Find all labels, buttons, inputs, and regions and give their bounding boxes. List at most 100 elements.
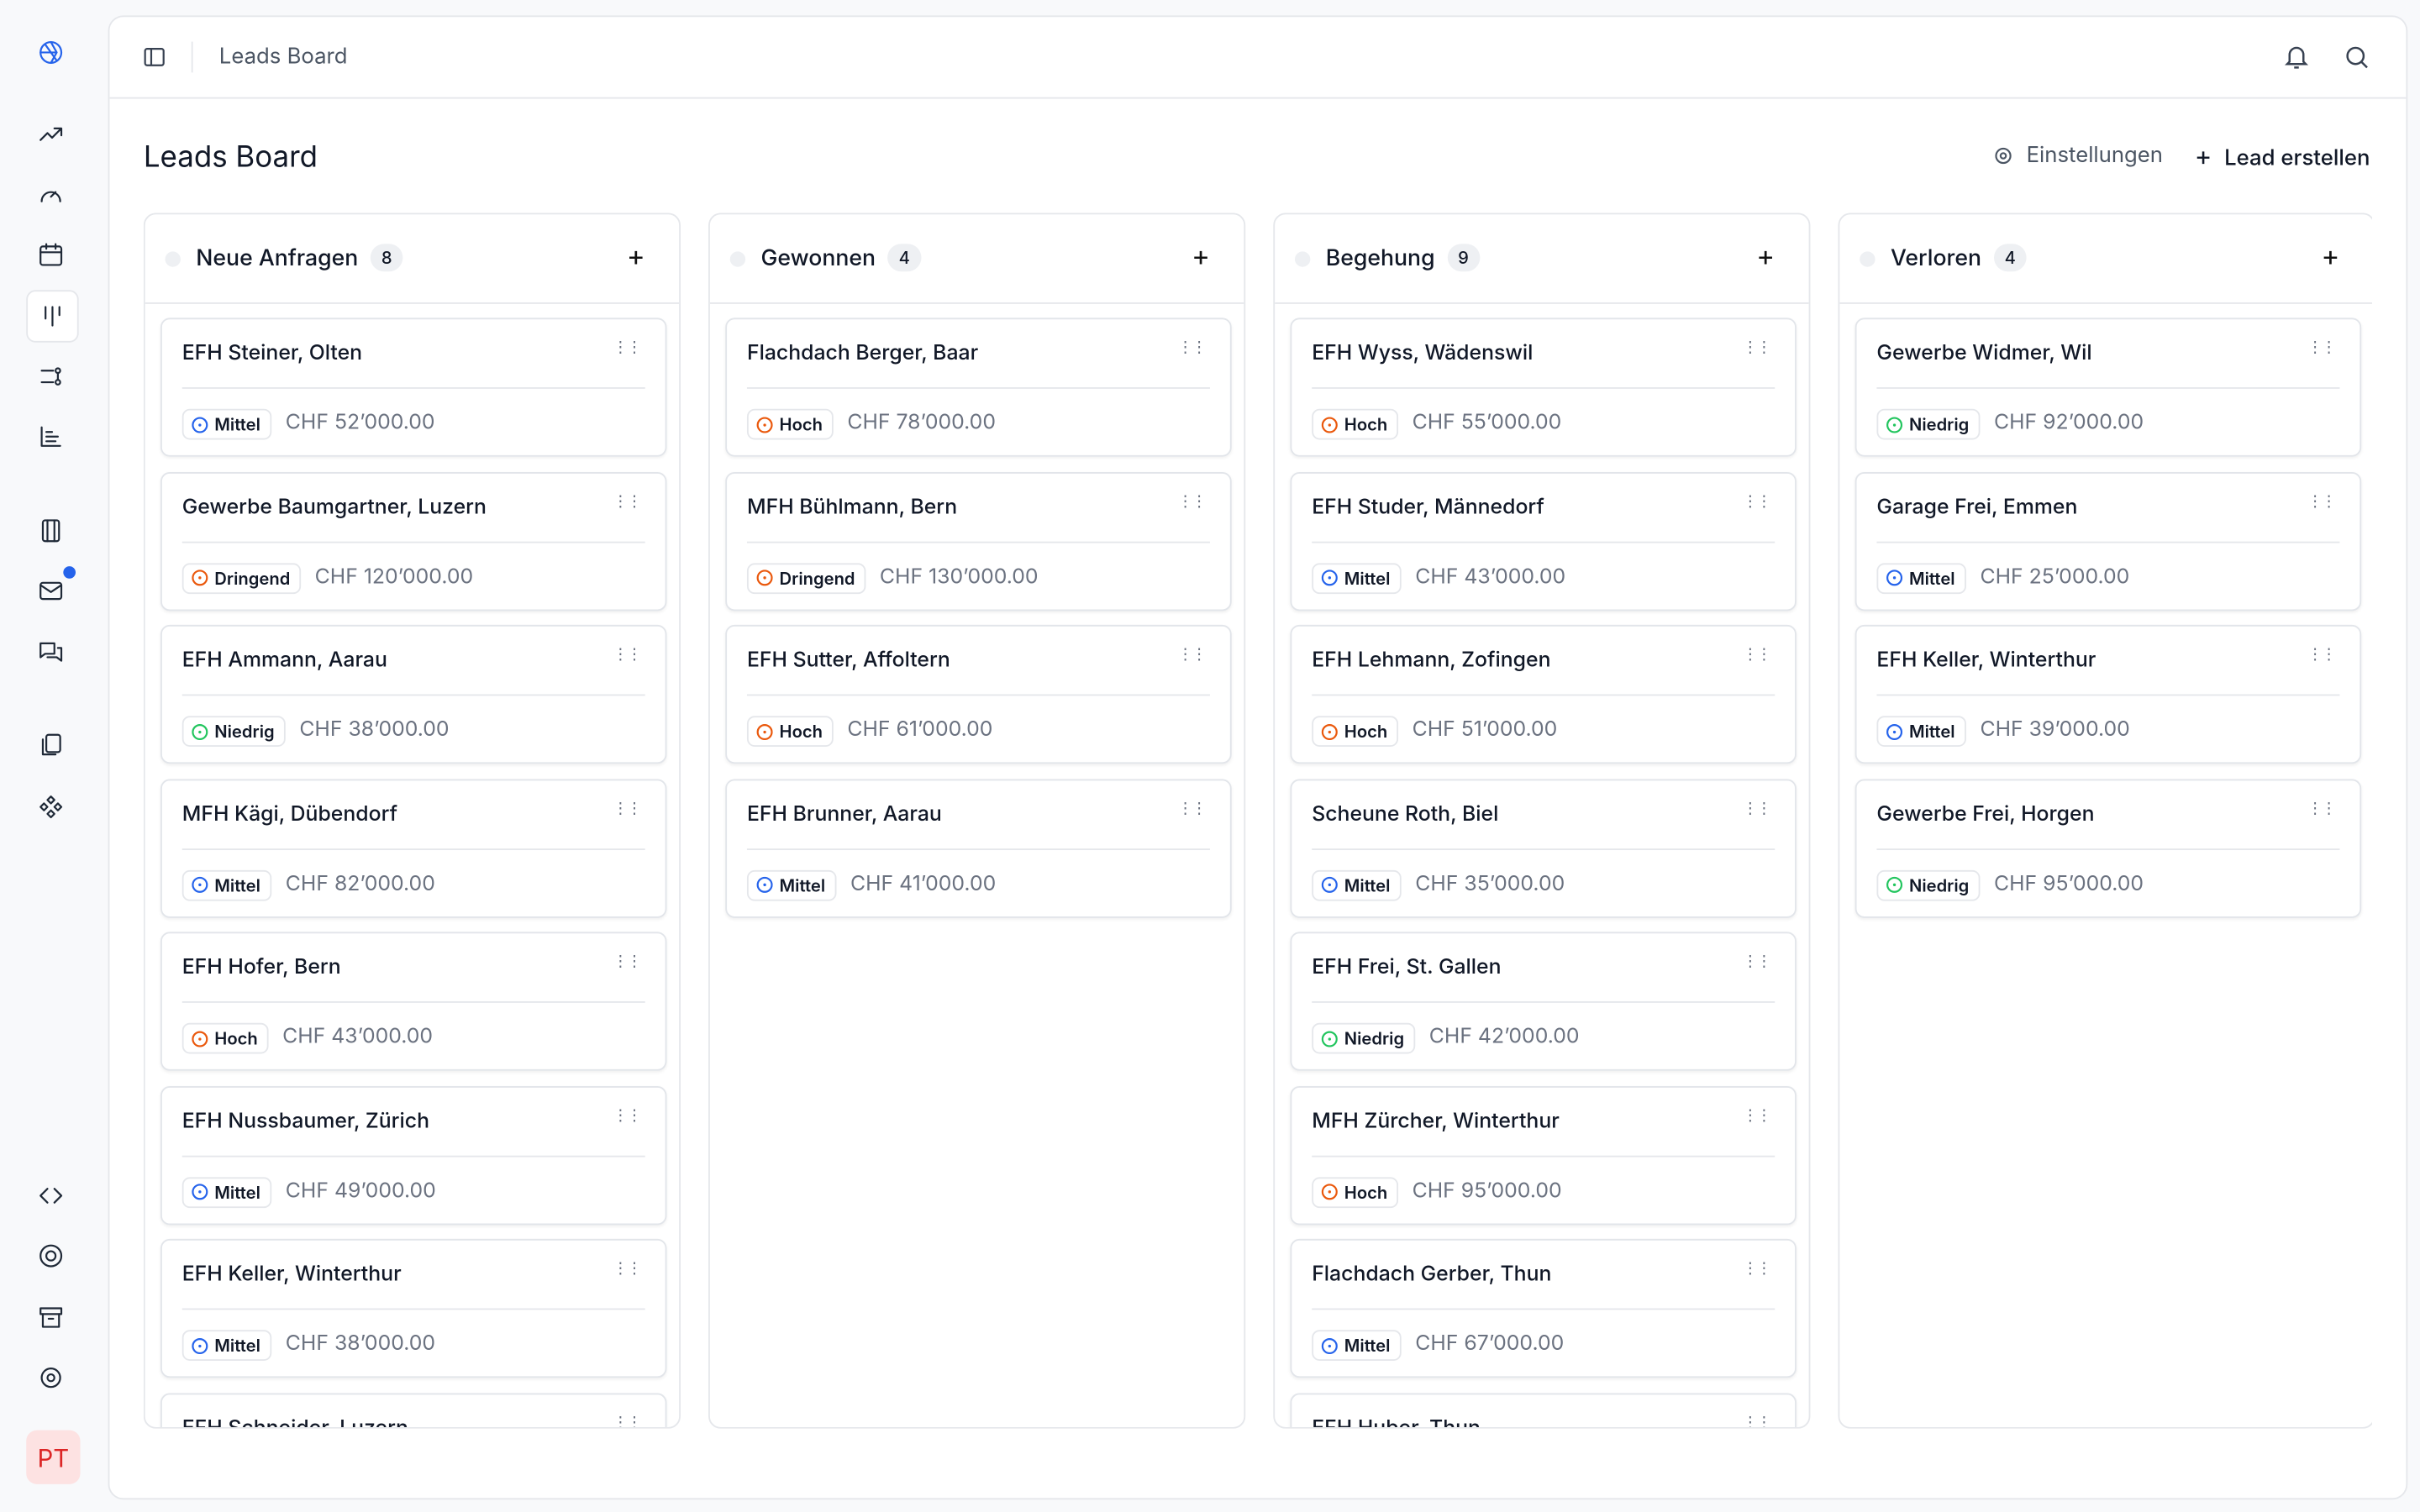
lead-amount: CHF 51’000.00 [1412, 717, 1558, 743]
priority-label: Hoch [1344, 413, 1388, 435]
drag-handle[interactable]: ⋮⋮ [1742, 1105, 1772, 1125]
drag-handle[interactable]: ⋮⋮ [1742, 644, 1772, 664]
priority-badge: Hoch [746, 716, 834, 747]
drag-handle[interactable]: ⋮⋮ [1177, 644, 1207, 664]
lead-card[interactable]: Gewerbe Frei, Horgen ⋮⋮ Niedrig CHF 95’000.… [1854, 778, 2362, 917]
drag-handle[interactable]: ⋮⋮ [613, 491, 642, 511]
add-card[interactable]: + [1756, 240, 1776, 274]
lead-title: EFH Keller, Winterthur [1876, 648, 2096, 673]
drag-handle[interactable]: ⋮⋮ [1742, 1258, 1772, 1278]
drag-handle[interactable]: ⋮⋮ [2307, 338, 2337, 357]
lead-card[interactable]: Flachdach Berger, Baar ⋮⋮ Hoch CHF 78’000.0… [725, 318, 1232, 457]
drag-handle[interactable]: ⋮⋮ [2307, 798, 2337, 817]
drag-handle[interactable]: ⋮⋮ [613, 644, 642, 664]
settings-button[interactable]: Einstellungen [1992, 142, 2163, 168]
lead-card[interactable]: Scheune Roth, Biel ⋮⋮ Mittel CHF 35’000.00 [1290, 778, 1797, 917]
lead-title: Flachdach Gerber, Thun [1312, 1262, 1552, 1287]
drag-handle[interactable]: ⋮⋮ [1742, 798, 1772, 817]
lead-amount: CHF 95’000.00 [1412, 1178, 1562, 1203]
add-card[interactable]: + [1192, 240, 1210, 274]
breadcrumb[interactable]: Leads Board [218, 43, 348, 70]
lead-card[interactable]: EFH Schneider, Luzern ⋮⋮ [160, 1392, 667, 1429]
lead-card[interactable]: EFH Studer, Männedorf ⋮⋮ Mittel CHF 43’000.… [1290, 471, 1797, 611]
search[interactable] [2343, 43, 2370, 71]
nav-archive[interactable] [33, 1299, 70, 1336]
lead-card[interactable]: EFH Huber, Thun ⋮⋮ [1290, 1392, 1797, 1429]
nav-trends[interactable] [33, 116, 70, 153]
priority-label: Niedrig [1344, 1027, 1405, 1049]
lead-card[interactable]: Gewerbe Widmer, Wil ⋮⋮ Niedrig CHF 92’000.0… [1854, 318, 2362, 457]
lead-card[interactable]: MFH Kägi, Dübendorf ⋮⋮ Mittel CHF 82’000.00 [160, 778, 667, 917]
nav-reports[interactable] [33, 418, 70, 455]
nav-films[interactable] [33, 512, 70, 549]
lead-card[interactable]: EFH Keller, Winterthur ⋮⋮ Mittel CHF 38’000… [160, 1238, 667, 1378]
lead-card[interactable]: MFH Bühlmann, Bern ⋮⋮ Dringend CHF 130’000.… [725, 471, 1232, 611]
lead-card[interactable]: EFH Keller, Winterthur ⋮⋮ Mittel CHF 39’000… [1854, 624, 2362, 764]
priority-badge: Niedrig [182, 716, 286, 747]
drag-handle[interactable]: ⋮⋮ [1742, 491, 1772, 511]
add-card[interactable]: + [626, 240, 645, 274]
nav-calendar[interactable] [33, 236, 70, 273]
priority-label: Mittel [1908, 720, 1955, 743]
create-button[interactable]: + Lead erstellen [2194, 141, 2370, 173]
drag-handle[interactable]: ⋮⋮ [613, 1105, 642, 1125]
lead-card[interactable]: Garage Frei, Emmen ⋮⋮ Mittel CHF 25’000.00 [1854, 471, 2362, 611]
drag-handle[interactable]: ⋮⋮ [1177, 491, 1207, 511]
lead-card[interactable]: EFH Ammann, Aarau ⋮⋮ Niedrig CHF 38’000.00 [160, 624, 667, 764]
lead-card[interactable]: EFH Nussbaumer, Zürich ⋮⋮ Mittel CHF 49’000… [160, 1085, 667, 1225]
lead-amount: CHF 49’000.00 [285, 1178, 436, 1203]
nav-dashboard[interactable] [33, 176, 70, 213]
drag-handle[interactable]: ⋮⋮ [613, 798, 642, 817]
lead-card[interactable]: EFH Hofer, Bern ⋮⋮ Hoch CHF 43’000.00 [160, 932, 667, 1071]
priority-label: Mittel [779, 874, 826, 896]
lead-card[interactable]: Gewerbe Baumgartner, Luzern ⋮⋮ Dringend CHF… [160, 471, 667, 611]
lead-card[interactable]: Flachdach Gerber, Thun ⋮⋮ Mittel CHF 67’000… [1290, 1238, 1797, 1378]
priority-label: Mittel [1344, 566, 1391, 589]
nav-mail[interactable] [33, 566, 76, 609]
drag-handle[interactable]: ⋮⋮ [1742, 338, 1772, 357]
lead-amount: CHF 78’000.00 [847, 410, 996, 435]
priority-badge: Dringend [182, 562, 302, 594]
drag-handle[interactable]: ⋮⋮ [613, 338, 642, 357]
drag-handle[interactable]: ⋮⋮ [1177, 338, 1207, 357]
drag-handle[interactable]: ⋮⋮ [613, 1258, 642, 1278]
nav-flows[interactable] [33, 358, 70, 395]
divider [182, 1001, 645, 1003]
lead-card[interactable]: EFH Lehmann, Zofingen ⋮⋮ Hoch CHF 51’000.00 [1290, 624, 1797, 764]
nav-help[interactable] [33, 1237, 70, 1274]
column: Gewonnen 4 + Flachdach Berger, Baar ⋮⋮ Hoch CH… [708, 213, 1246, 1429]
divider [1312, 540, 1776, 543]
priority-label: Mittel [214, 413, 260, 435]
add-card[interactable]: + [2321, 240, 2340, 274]
lead-amount: CHF 61’000.00 [847, 717, 993, 743]
divider [1876, 387, 2340, 389]
lead-card[interactable]: MFH Zürcher, Winterthur ⋮⋮ Hoch CHF 95’000.… [1290, 1085, 1797, 1225]
lead-card[interactable]: EFH Steiner, Olten ⋮⋮ Mittel CHF 52’000.00 [160, 318, 667, 457]
notifications[interactable] [2282, 43, 2310, 71]
nav-chat[interactable] [33, 634, 70, 671]
lead-card[interactable]: EFH Brunner, Aarau ⋮⋮ Mittel CHF 41’000.00 [725, 778, 1232, 917]
drag-handle[interactable]: ⋮⋮ [613, 1412, 642, 1429]
nav-board[interactable] [26, 290, 79, 343]
drag-handle[interactable]: ⋮⋮ [613, 952, 642, 971]
nav-code[interactable] [33, 1177, 70, 1214]
priority-badge: Mittel [1312, 869, 1402, 900]
drag-handle[interactable]: ⋮⋮ [1177, 798, 1207, 817]
drag-handle[interactable]: ⋮⋮ [2307, 644, 2337, 664]
nav-components[interactable] [33, 789, 70, 826]
priority-badge: Mittel [1876, 562, 1966, 594]
drag-handle[interactable]: ⋮⋮ [2307, 491, 2337, 511]
drag-handle[interactable]: ⋮⋮ [1742, 1412, 1772, 1429]
lead-card[interactable]: EFH Sutter, Affoltern ⋮⋮ Hoch CHF 61’000.00 [725, 624, 1232, 764]
lead-card[interactable]: EFH Frei, St. Gallen ⋮⋮ Niedrig CHF 42’000.… [1290, 932, 1797, 1071]
drag-handle[interactable]: ⋮⋮ [1742, 952, 1772, 971]
lead-card[interactable]: EFH Wyss, Wädenswil ⋮⋮ Hoch CHF 55’000.00 [1290, 318, 1797, 457]
status-dot [729, 251, 746, 267]
nav-docs[interactable] [33, 727, 70, 764]
priority-badge: Niedrig [1876, 869, 1981, 900]
nav-settings[interactable] [33, 1359, 70, 1396]
avatar[interactable]: PT [26, 1430, 81, 1484]
sidebar-toggle[interactable] [142, 45, 166, 69]
